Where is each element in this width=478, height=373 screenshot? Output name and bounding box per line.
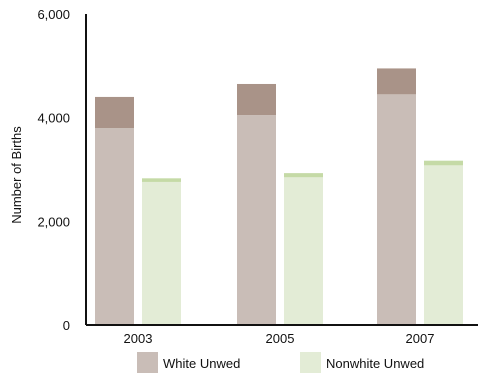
y-ticks-group: 0 2,000 4,000 6,000 — [37, 7, 70, 333]
bar-series-1-cat-1-lower — [284, 177, 323, 325]
y-tick-label: 6,000 — [37, 7, 70, 22]
legend-swatch-series-0 — [137, 352, 158, 373]
bar-series-0-cat-0-lower — [95, 128, 134, 325]
legend: White Unwed Nonwhite Unwed — [137, 352, 424, 373]
bar-series-0-cat-1-lower — [237, 115, 276, 325]
y-tick-label: 0 — [63, 318, 70, 333]
bar-series-1-cat-2-upper — [424, 160, 463, 166]
bar-series-0-cat-1-upper — [237, 83, 276, 116]
bar-series-0-cat-2-upper — [377, 68, 416, 95]
y-axis-label: Number of Births — [9, 126, 24, 224]
bar-series-1-cat-0-upper — [142, 178, 181, 182]
bar-series-1-cat-1-upper — [284, 173, 323, 178]
x-tick-label: 2003 — [124, 331, 153, 346]
x-tick-label: 2005 — [266, 331, 295, 346]
bar-series-1-cat-2-lower — [424, 165, 463, 325]
y-tick-label: 2,000 — [37, 214, 70, 229]
x-tick-label: 2007 — [406, 331, 435, 346]
bars-group — [95, 68, 463, 325]
bar-series-1-cat-0-lower — [142, 181, 181, 325]
x-ticks-group: 2003 2005 2007 — [124, 331, 435, 346]
legend-label-series-1: Nonwhite Unwed — [326, 356, 424, 371]
bar-series-0-cat-0-upper — [95, 96, 134, 129]
legend-swatch-series-1 — [300, 352, 321, 373]
bar-series-0-cat-2-lower — [377, 94, 416, 325]
legend-label-series-0: White Unwed — [163, 356, 240, 371]
y-tick-label: 4,000 — [37, 111, 70, 126]
